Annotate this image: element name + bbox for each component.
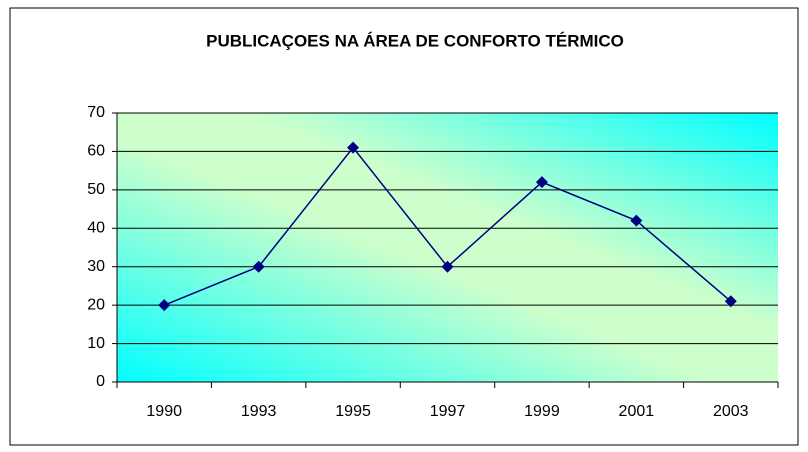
x-tick-label: 1999 [524,403,560,420]
y-tick-label: 10 [87,335,105,352]
y-tick-label: 70 [87,104,105,121]
x-tick-label: 1990 [146,403,182,420]
y-tick-label: 20 [87,296,105,313]
data-marker [347,141,360,154]
y-tick-label: 60 [87,143,105,160]
y-tick-label: 50 [87,181,105,198]
data-marker [441,260,454,273]
x-tick-label: 2001 [619,403,655,420]
data-marker [724,295,737,308]
plot-area [117,113,778,382]
x-tick-label: 1997 [430,403,466,420]
data-marker [535,176,548,189]
data-marker [630,214,643,227]
data-marker [252,260,265,273]
x-tick-label: 2003 [713,403,749,420]
y-tick-label: 0 [96,373,105,390]
y-tick-label: 40 [87,220,105,237]
chart-title: PUBLICAÇOES NA ÁREA DE CONFORTO TÉRMICO [206,31,624,50]
x-tick-label: 1995 [335,403,371,420]
x-tick-label: 1993 [241,403,277,420]
data-marker [158,299,171,312]
y-tick-label: 30 [87,258,105,275]
